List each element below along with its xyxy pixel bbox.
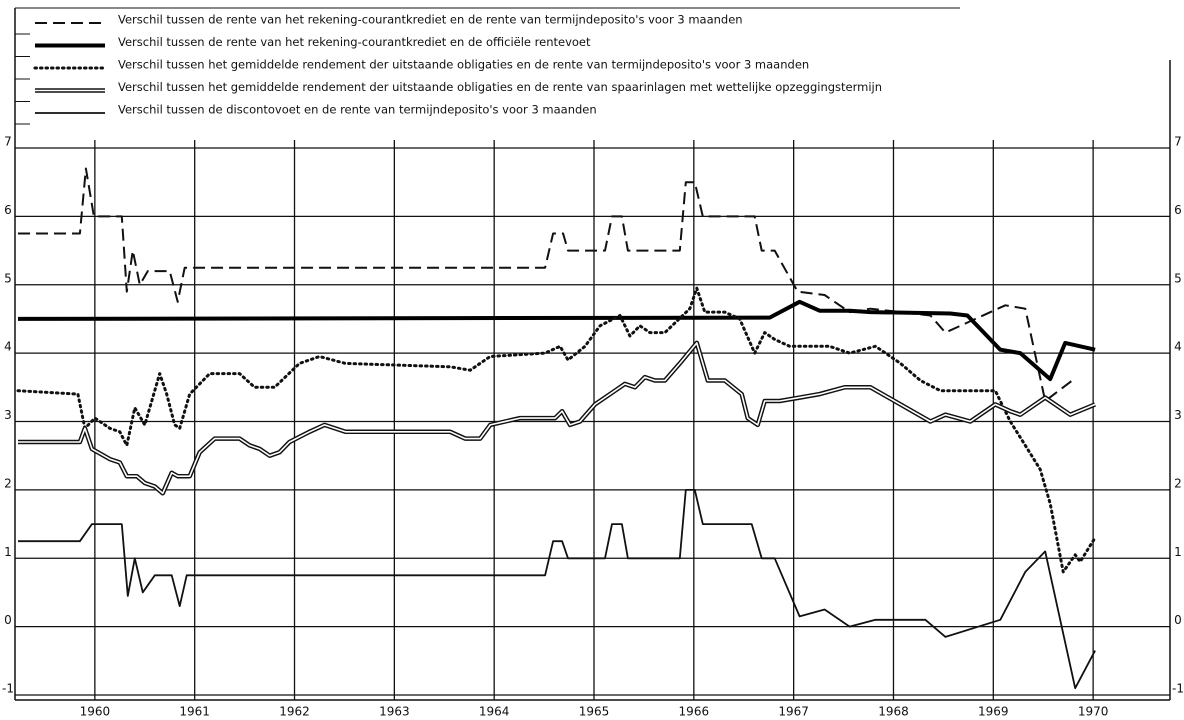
x-tick-label: 1964: [479, 705, 510, 719]
x-tick-label: 1965: [579, 705, 610, 719]
y-tick-label: 7: [4, 135, 12, 149]
legend-label: Verschil tussen het gemiddelde rendement…: [118, 58, 809, 72]
y2-tick-label: 3: [1174, 408, 1182, 422]
series-line-inner: [18, 342, 1096, 495]
series-line: [18, 489, 1096, 690]
legend-label: Verschil tussen de discontovoet en de re…: [118, 103, 597, 117]
frame: [14, 7, 1171, 701]
series-line: [17, 299, 1096, 382]
y-tick-label: 0: [4, 613, 12, 627]
x-tick-label: 1967: [778, 705, 809, 719]
legend-label: Verschil tussen het gemiddelde rendement…: [118, 80, 882, 94]
y2-tick-label: 1: [1174, 545, 1182, 559]
x-tick-label: 1962: [279, 705, 310, 719]
y-tick-label: -1: [2, 682, 14, 696]
legend-label: Verschil tussen de rente van het rekenin…: [118, 13, 743, 27]
x-tick-label: 1968: [878, 705, 909, 719]
y-tick-label: 6: [4, 203, 12, 217]
y-tick-label: 1: [4, 545, 12, 559]
y-tick-label: 4: [4, 340, 12, 354]
y-tick-label: 5: [4, 271, 12, 285]
x-tick-label: 1966: [679, 705, 710, 719]
x-tick-label: 1970: [1078, 705, 1109, 719]
legend-label: Verschil tussen de rente van het rekenin…: [118, 35, 591, 49]
y2-tick-label: -1: [1172, 682, 1184, 696]
y2-tick-label: 5: [1174, 271, 1182, 285]
y2-tick-label: 0: [1174, 613, 1182, 627]
series-line: [16, 286, 1097, 574]
y2-tick-label: 2: [1174, 476, 1182, 490]
y-tick-label: 2: [4, 476, 12, 490]
series-line: [18, 167, 1073, 402]
x-tick-label: 1960: [80, 705, 111, 719]
x-tick-label: 1961: [179, 705, 210, 719]
y2-tick-label: 7: [1174, 135, 1182, 149]
x-tick-label: 1963: [379, 705, 410, 719]
y2-tick-label: 4: [1174, 340, 1182, 354]
y2-tick-label: 6: [1174, 203, 1182, 217]
x-tick-label: 1969: [978, 705, 1009, 719]
series-line: [18, 340, 1096, 496]
y-tick-label: 3: [4, 408, 12, 422]
